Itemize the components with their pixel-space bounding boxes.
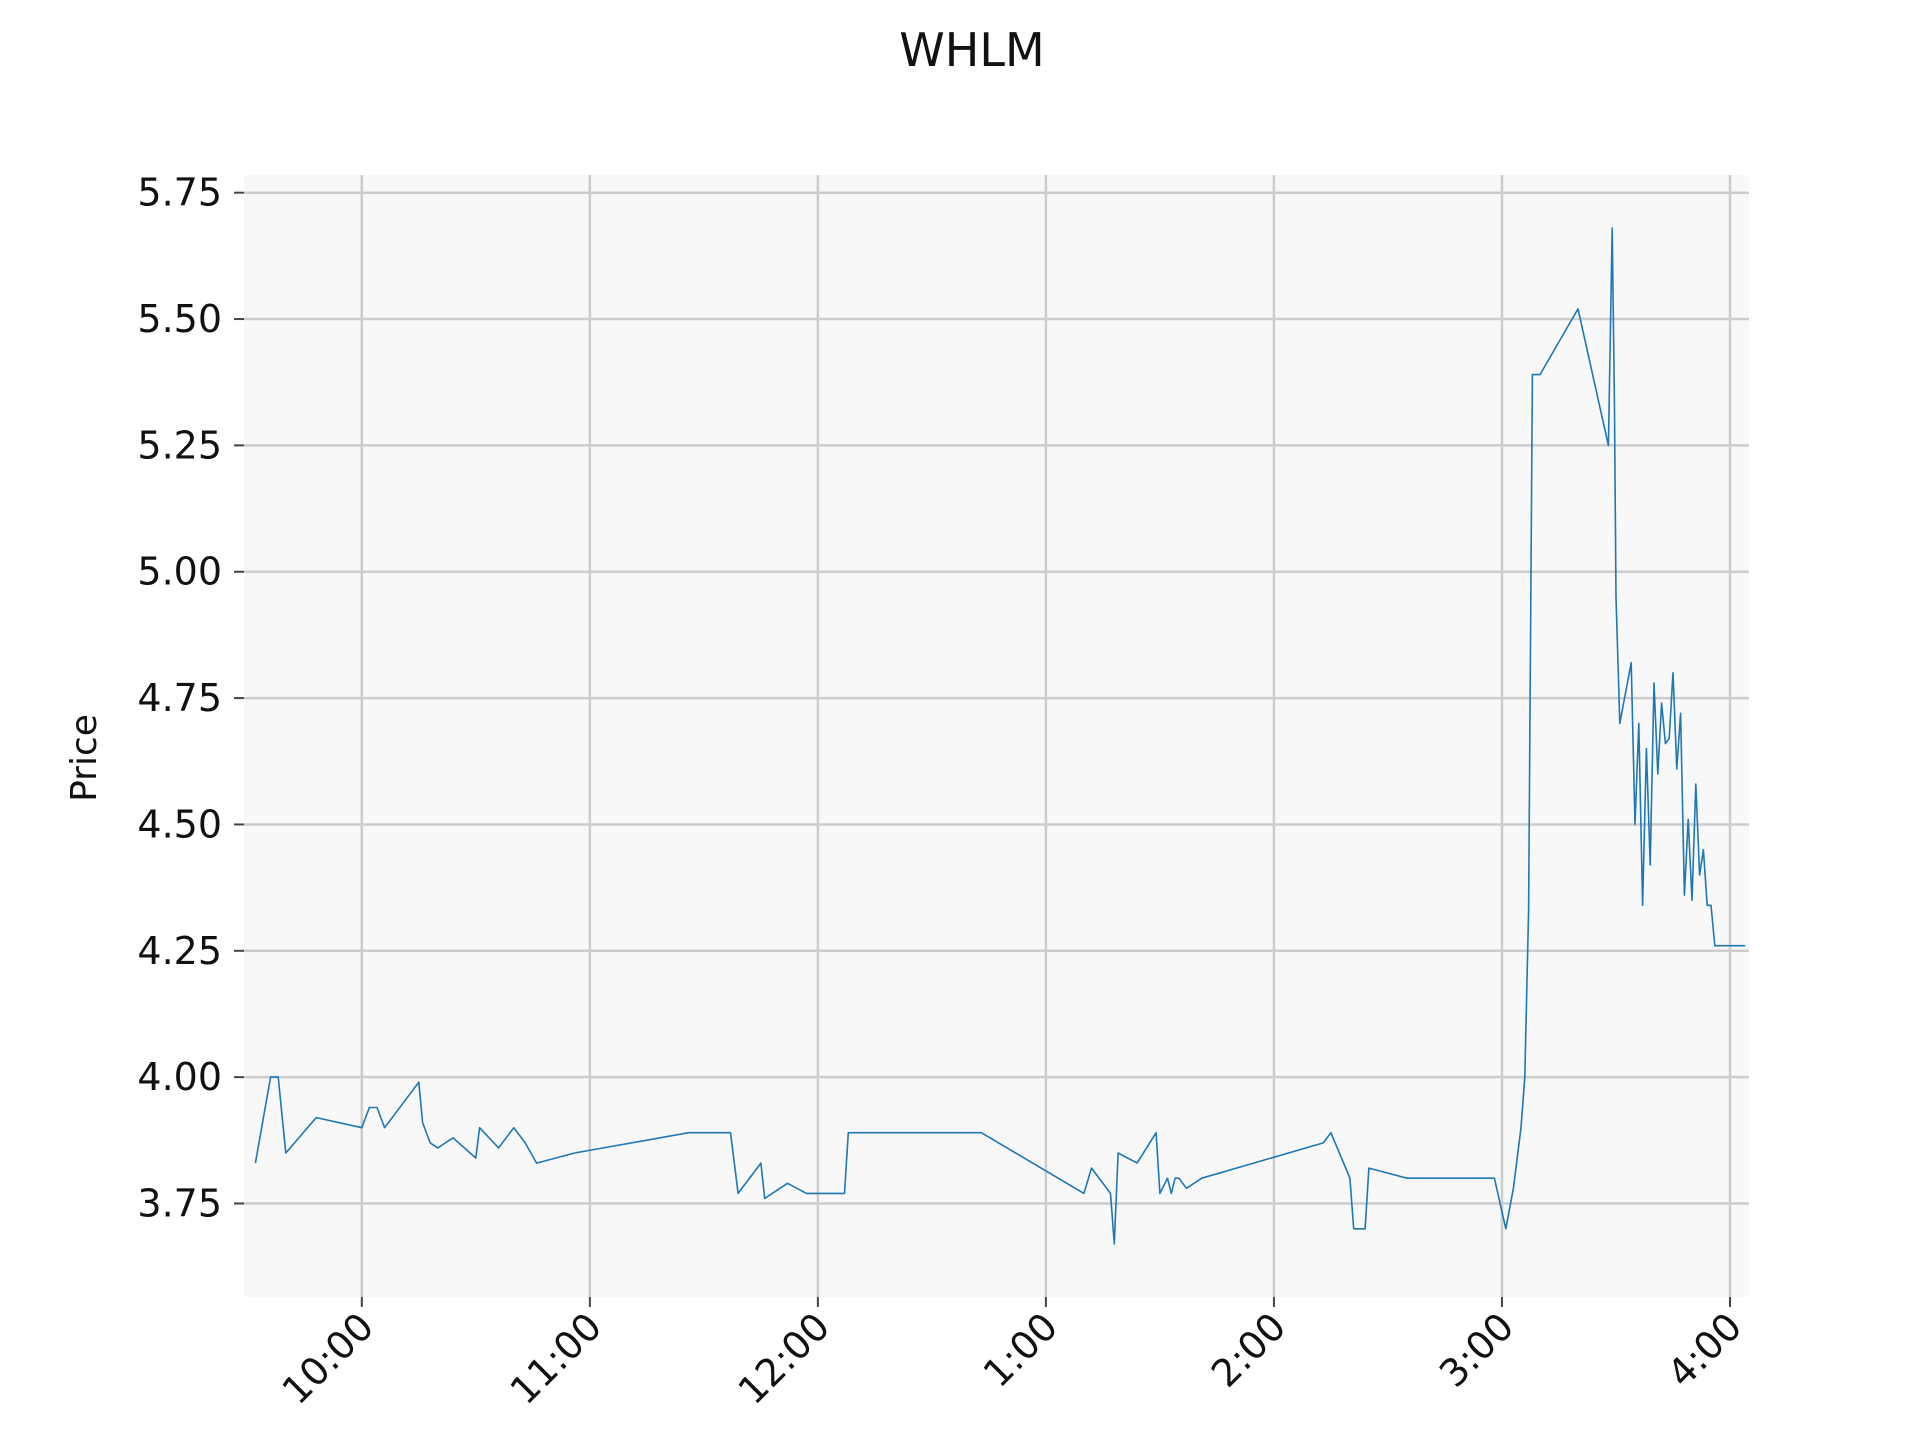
x-tick-label: 3:00: [1431, 1304, 1522, 1395]
y-tick-label: 5.00: [137, 550, 222, 594]
x-tick-label: 4:00: [1659, 1304, 1750, 1395]
y-tick-label: 5.25: [137, 423, 222, 467]
grid-lines: [244, 175, 1749, 1297]
y-tick-label: 4.50: [137, 802, 222, 846]
y-tick-label: 4.00: [137, 1055, 222, 1099]
y-tick-label: 4.25: [137, 929, 222, 973]
x-tick-label: 2:00: [1203, 1304, 1294, 1395]
x-tick-label: 11:00: [502, 1304, 611, 1413]
y-tick-label: 5.50: [137, 297, 222, 341]
y-tick-label: 4.75: [137, 676, 222, 720]
price-series-line: [254, 227, 1746, 1245]
chart-title: WHLM: [899, 23, 1044, 77]
x-tick-label: 1:00: [975, 1304, 1066, 1395]
y-axis-ticks: 3.75 4.00 4.25 4.50 4.75 5.00 5.25 5.50 5.75: [137, 171, 244, 1226]
y-tick-label: 5.75: [137, 171, 222, 215]
y-axis-label: Price: [64, 714, 105, 802]
y-tick-label: 3.75: [137, 1182, 222, 1226]
x-tick-label: 10:00: [274, 1304, 383, 1413]
plot-area: [244, 175, 1749, 1297]
x-tick-label: 12:00: [730, 1304, 839, 1413]
x-axis-ticks: 10:00 11:00 12:00 1:00 2:00 3:00 4:00: [274, 1297, 1750, 1413]
